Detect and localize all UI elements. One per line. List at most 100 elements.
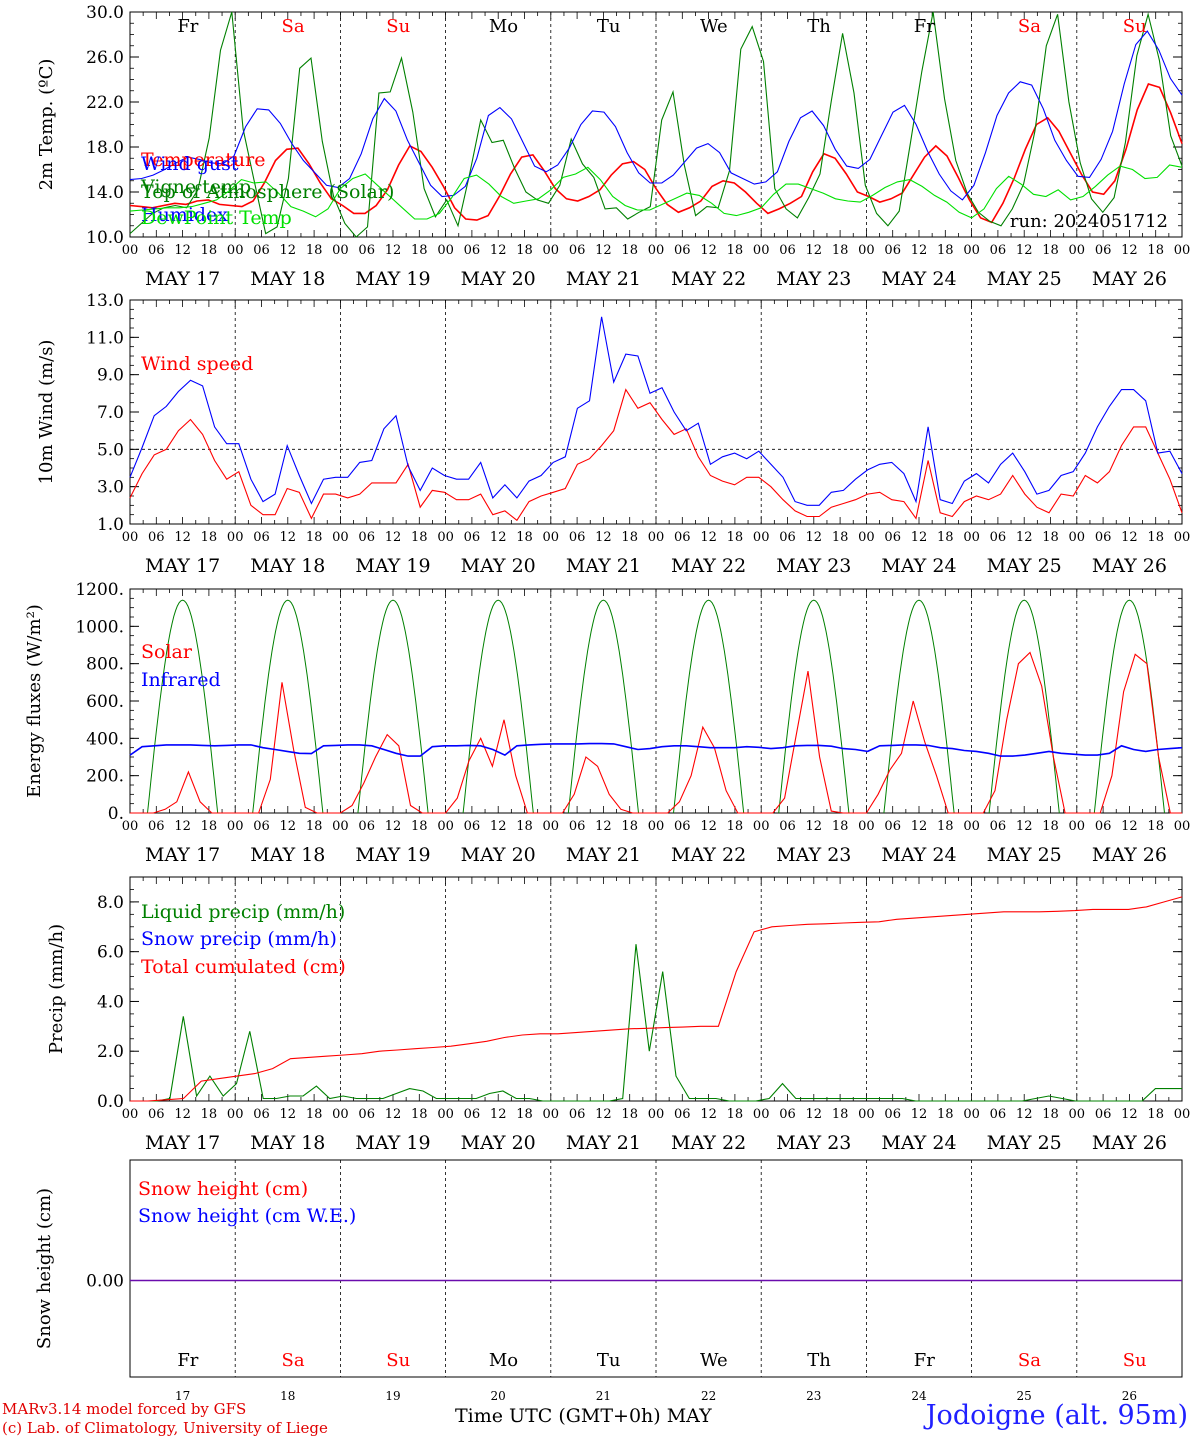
hour-tick-label: 12 xyxy=(1016,819,1033,834)
day-label: MAY 26 xyxy=(1092,555,1167,577)
hour-tick-label: 18 xyxy=(1042,819,1059,834)
toa-curve xyxy=(883,599,955,814)
hour-tick-label: 18 xyxy=(201,819,218,834)
hour-tick-label: 12 xyxy=(174,243,191,258)
toa-curve xyxy=(778,599,850,814)
y-tick-label: 10.0 xyxy=(86,228,124,248)
hour-tick-label: 18 xyxy=(621,243,638,258)
y-tick-label: 600. xyxy=(86,692,124,712)
toa-curve xyxy=(988,599,1060,814)
y-tick-label: 3.0 xyxy=(97,478,124,498)
hour-tick-label: 00 xyxy=(648,530,665,545)
hour-tick-label: 18 xyxy=(516,819,533,834)
day-label: MAY 22 xyxy=(671,844,746,866)
hour-tick-label: 00 xyxy=(543,243,560,258)
hour-tick-label: 18 xyxy=(1042,530,1059,545)
hour-tick-label: 00 xyxy=(648,1107,665,1122)
y-tick-label: 30.0 xyxy=(86,3,124,23)
model-credit: MARv3.14 model forced by GFS xyxy=(2,1400,247,1418)
legend-entry: Temperature xyxy=(141,149,265,171)
hour-tick-label: 00 xyxy=(753,530,770,545)
hour-tick-label: 00 xyxy=(648,243,665,258)
legend-entry: Wind speed xyxy=(141,353,253,375)
hour-tick-label: 12 xyxy=(911,243,928,258)
hour-tick-label: 12 xyxy=(806,819,823,834)
hour-tick-label: 00 xyxy=(753,243,770,258)
run-annotation: run: 2024051712 xyxy=(1010,211,1168,232)
hour-tick-label: 12 xyxy=(595,819,612,834)
hour-tick-label: 00 xyxy=(227,243,244,258)
hour-tick-label: 12 xyxy=(595,530,612,545)
day-label: MAY 24 xyxy=(881,555,956,577)
hour-tick-label: 00 xyxy=(753,1107,770,1122)
day-label: MAY 17 xyxy=(145,1132,220,1154)
hour-tick-label: 06 xyxy=(990,819,1007,834)
hour-tick-label: 18 xyxy=(621,819,638,834)
y-tick-label: 1000. xyxy=(75,617,124,637)
toa-curve xyxy=(673,599,745,814)
day-number-label: 22 xyxy=(701,1389,716,1403)
panel-5: 0.00 Snow height (cm) Snow height (cm) Snow… xyxy=(34,1159,1183,1378)
hour-tick-label: 12 xyxy=(595,1107,612,1122)
hour-tick-label: 18 xyxy=(727,1107,744,1122)
hour-tick-label: 06 xyxy=(990,530,1007,545)
toa-curve xyxy=(462,599,534,814)
legend-entry: Top of Atmosphere (Solar) xyxy=(141,181,394,203)
hour-tick-label: 00 xyxy=(1069,530,1086,545)
series-line xyxy=(129,388,1183,522)
hour-tick-label: 00 xyxy=(332,243,349,258)
day-label: MAY 18 xyxy=(250,844,325,866)
hour-tick-label: 12 xyxy=(1016,243,1033,258)
y-tick-label: 2.0 xyxy=(97,1042,124,1062)
x-axis-title: Time UTC (GMT+0h) MAY xyxy=(455,1405,712,1427)
hour-tick-label: 06 xyxy=(253,243,270,258)
station-label: Jodoigne (alt. 95m) xyxy=(925,1400,1188,1431)
hour-tick-label: 18 xyxy=(727,819,744,834)
hour-tick-label: 06 xyxy=(884,1107,901,1122)
hour-tick-label: 12 xyxy=(490,530,507,545)
y-axis-label: 10m Wind (m/s) xyxy=(36,340,57,485)
lab-credit: (c) Lab. of Climatology, University of L… xyxy=(2,1419,328,1437)
hour-tick-label: 18 xyxy=(411,819,428,834)
hour-tick-label: 12 xyxy=(490,819,507,834)
day-label: MAY 25 xyxy=(987,268,1062,290)
hour-tick-label: 12 xyxy=(1121,243,1138,258)
weekday-label: Sa xyxy=(282,1350,305,1371)
hour-tick-label: 18 xyxy=(516,530,533,545)
hour-tick-label: 00 xyxy=(1174,819,1191,834)
hour-tick-label: 18 xyxy=(621,530,638,545)
weekday-label: Mo xyxy=(489,1350,518,1371)
day-label: MAY 20 xyxy=(461,1132,536,1154)
series-line xyxy=(129,742,1183,757)
hour-tick-label: 18 xyxy=(306,243,323,258)
hour-tick-label: 00 xyxy=(1174,243,1191,258)
hour-tick-label: 06 xyxy=(779,819,796,834)
y-tick-label: 8.0 xyxy=(97,893,124,913)
hour-tick-label: 18 xyxy=(727,243,744,258)
hour-tick-label: 12 xyxy=(911,530,928,545)
y-axis-label: Precip (mm/h) xyxy=(46,924,67,1054)
hour-tick-label: 18 xyxy=(832,1107,849,1122)
hour-tick-label: 06 xyxy=(674,530,691,545)
y-axis-label: Snow height (cm) xyxy=(34,1188,55,1349)
hour-tick-label: 18 xyxy=(832,243,849,258)
hour-tick-label: 06 xyxy=(884,243,901,258)
weekday-label: Tu xyxy=(597,1350,621,1371)
hour-tick-label: 12 xyxy=(1016,1107,1033,1122)
hour-tick-label: 18 xyxy=(621,1107,638,1122)
legend-entry: Solar xyxy=(141,641,193,663)
day-label: MAY 18 xyxy=(250,555,325,577)
hour-tick-label: 06 xyxy=(464,1107,481,1122)
day-label: MAY 24 xyxy=(881,268,956,290)
hour-tick-label: 18 xyxy=(516,243,533,258)
hour-tick-label: 06 xyxy=(1095,819,1112,834)
hour-tick-label: 18 xyxy=(727,530,744,545)
hour-tick-label: 18 xyxy=(201,530,218,545)
day-label: MAY 25 xyxy=(987,844,1062,866)
hour-tick-label: 00 xyxy=(858,1107,875,1122)
hour-tick-label: 12 xyxy=(385,243,402,258)
hour-tick-label: 06 xyxy=(990,243,1007,258)
hour-tick-label: 00 xyxy=(963,243,980,258)
y-tick-label: 4.0 xyxy=(97,992,124,1012)
